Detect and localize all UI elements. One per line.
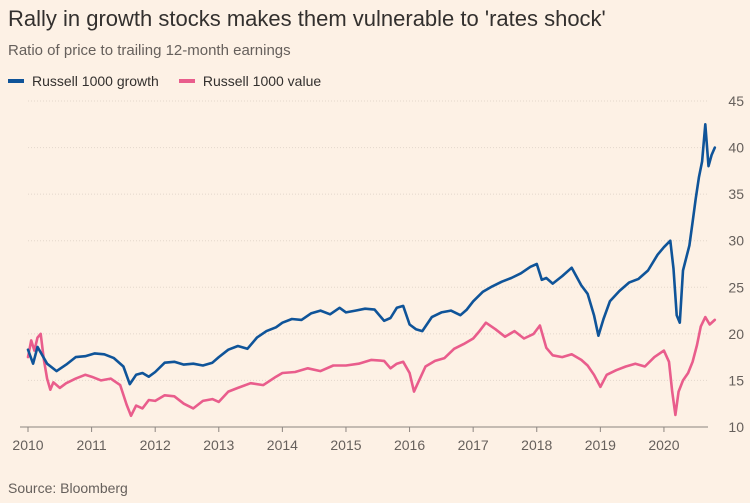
y-tick-label-30: 30	[728, 233, 744, 249]
y-tick-label-10: 10	[728, 419, 744, 435]
chart-legend: Russell 1000 growth Russell 1000 value	[8, 73, 321, 89]
legend-label-growth: Russell 1000 growth	[32, 73, 159, 89]
series-lines	[26, 123, 717, 418]
x-tick-label-2011: 2011	[77, 437, 107, 453]
x-tick-label-2013: 2013	[203, 437, 234, 453]
x-tick-label-2015: 2015	[330, 437, 361, 453]
x-tick-label-2014: 2014	[267, 437, 298, 453]
legend-item-growth: Russell 1000 growth	[8, 73, 159, 89]
x-tick-label-2019: 2019	[585, 437, 616, 453]
legend-swatch-value	[178, 79, 195, 83]
y-tick-label-35: 35	[728, 186, 744, 202]
legend-swatch-growth	[8, 79, 24, 83]
legend-label-value: Russell 1000 value	[202, 73, 322, 89]
x-tick-label-2018: 2018	[521, 437, 552, 453]
grid-lines	[28, 100, 708, 381]
x-tick-label-2020: 2020	[648, 437, 679, 453]
y-tick-label-40: 40	[728, 140, 744, 156]
x-tick-label-2016: 2016	[394, 437, 425, 453]
y-tick-label-20: 20	[728, 326, 744, 342]
y-tick-label-25: 25	[728, 279, 744, 295]
axes: 10 15 20 25 30 35 40 45 2010 2011 2012 2013 2014 2015…	[12, 93, 744, 453]
x-tick-label-2010: 2010	[12, 437, 43, 453]
x-tick-label-2017: 2017	[458, 437, 489, 453]
y-tick-label-15: 15	[728, 372, 744, 388]
chart-title: Rally in growth stocks makes them vulner…	[8, 6, 606, 31]
x-tick-label-2012: 2012	[140, 437, 171, 453]
chart-subtitle: Ratio of price to trailing 12-month earn…	[8, 42, 291, 59]
legend-item-value: Russell 1000 value	[178, 73, 322, 89]
series-line-russell-1000-value	[26, 315, 717, 418]
series-line-russell-1000-growth	[26, 123, 717, 386]
source-note: Source: Bloomberg	[8, 480, 128, 496]
y-tick-label-45: 45	[728, 93, 744, 109]
